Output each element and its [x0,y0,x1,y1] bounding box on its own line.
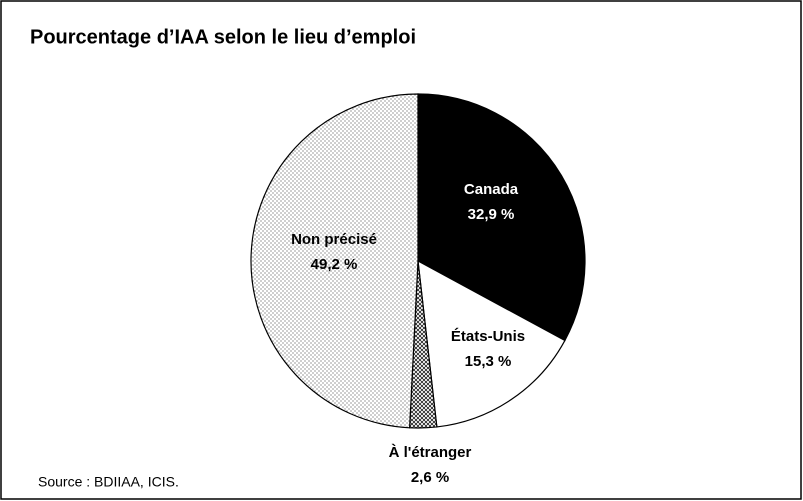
pie-slice [250,93,419,429]
slice-value-label: 49,2 % [311,256,358,273]
slice-label: Non précisé [291,231,377,248]
slice-label: États-Unis [451,328,525,345]
source-note: Source : BDIIAA, ICIS. [38,474,179,490]
slice-label: Canada [464,181,519,198]
slice-label: À l'étranger [389,444,472,461]
pie-slice [417,93,586,342]
slice-value-label: 32,9 % [468,206,515,223]
slice-value-label: 15,3 % [465,353,512,370]
slice-value-label: 2,6 % [411,469,449,486]
chart-title: Pourcentage d’IAA selon le lieu d’emploi [30,26,416,48]
pie-slice [417,259,566,428]
